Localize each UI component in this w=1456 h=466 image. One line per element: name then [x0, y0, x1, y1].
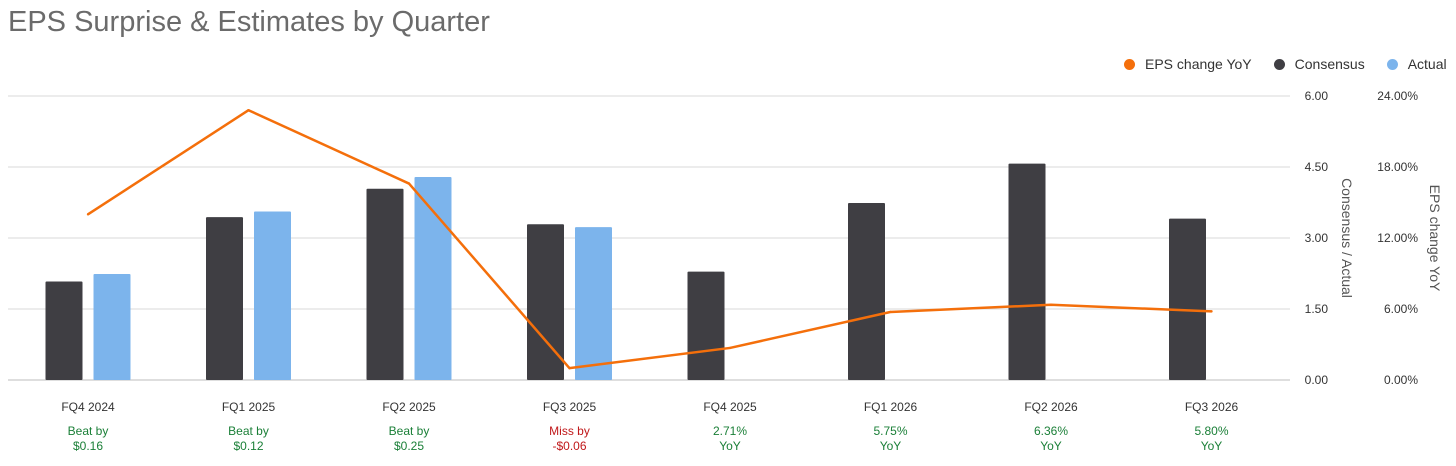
surprise-note-line1: 5.75%	[873, 424, 907, 438]
y-left-tick-label: 6.00	[1305, 89, 1329, 103]
actual-bar[interactable]	[414, 176, 452, 380]
consensus-bar[interactable]	[527, 224, 564, 380]
surprise-note-line2: YoY	[1040, 439, 1062, 453]
surprise-note-line1: Miss by	[549, 424, 590, 438]
surprise-note-line1: Beat by	[389, 424, 430, 438]
surprise-note-line1: 2.71%	[713, 424, 747, 438]
y-left-tick-label: 4.50	[1305, 160, 1329, 174]
chart-title: EPS Surprise & Estimates by Quarter	[8, 6, 490, 38]
legend-label-actual: Actual	[1407, 56, 1447, 72]
x-tick-label: FQ4 2024	[61, 400, 115, 414]
consensus-bar[interactable]	[366, 188, 404, 380]
y-left-tick-label: 0.00	[1305, 373, 1329, 387]
eps-change-point[interactable]	[1210, 310, 1213, 313]
surprise-note-line2: YoY	[719, 439, 741, 453]
legend-label-consensus: Consensus	[1294, 56, 1365, 72]
eps-change-line[interactable]	[87, 108, 1212, 370]
actual-bar[interactable]	[254, 211, 291, 380]
x-tick-label: FQ4 2025	[703, 400, 757, 414]
legend-marker-eps-change	[1124, 58, 1135, 70]
y-right-tick-label: 0.00%	[1384, 373, 1418, 387]
surprise-note-line1: 5.80%	[1194, 424, 1228, 438]
y-right-tick-label: 6.00%	[1384, 302, 1418, 316]
legend-marker-actual	[1386, 58, 1398, 70]
legend-label-eps-change: EPS change YoY	[1145, 56, 1252, 72]
eps-change-point[interactable]	[86, 213, 90, 216]
x-tick-label: FQ1 2026	[864, 400, 918, 414]
actual-bar[interactable]	[575, 227, 612, 380]
consensus-bar[interactable]	[1169, 218, 1206, 380]
surprise-note-line2: YoY	[1201, 439, 1223, 453]
surprise-note-line2: YoY	[880, 439, 902, 453]
y-left-axis-title: Consensus / Actual	[1339, 178, 1355, 298]
y-right-axis-title: EPS change YoY	[1427, 185, 1443, 292]
x-tick-label: FQ2 2026	[1024, 400, 1078, 414]
eps-change-point[interactable]	[247, 109, 250, 112]
eps-change-point[interactable]	[889, 310, 892, 314]
x-tick-label: FQ3 2025	[543, 400, 597, 414]
consensus-bar[interactable]	[687, 271, 725, 380]
eps-change-point[interactable]	[1049, 303, 1053, 306]
consensus-bar[interactable]	[45, 281, 83, 380]
eps-change-point[interactable]	[407, 182, 411, 185]
eps-change-point[interactable]	[728, 346, 732, 350]
x-tick-label: FQ1 2025	[222, 400, 276, 414]
surprise-note-line1: Beat by	[228, 424, 269, 438]
surprise-note-line2: $0.12	[233, 439, 263, 453]
x-tick-label: FQ3 2026	[1185, 400, 1239, 414]
y-left-tick-label: 1.50	[1305, 302, 1329, 316]
consensus-bar[interactable]	[848, 202, 885, 380]
x-tick-label: FQ2 2025	[382, 400, 436, 414]
y-left-tick-label: 3.00	[1305, 231, 1329, 245]
surprise-note-line2: -$0.06	[552, 439, 586, 453]
actual-bar[interactable]	[93, 273, 131, 380]
y-right-tick-label: 24.00%	[1377, 89, 1418, 103]
surprise-note-line1: Beat by	[68, 424, 109, 438]
surprise-note-line1: 6.36%	[1034, 424, 1068, 438]
y-right-tick-label: 18.00%	[1377, 160, 1418, 174]
eps-change-point[interactable]	[568, 366, 571, 370]
legend-item-consensus[interactable]: Consensus	[1273, 56, 1365, 72]
consensus-bar[interactable]	[1008, 163, 1046, 380]
chart-legend: EPS change YoY Consensus Actual	[1124, 54, 1447, 74]
surprise-note-line2: $0.25	[394, 439, 424, 453]
y-right-tick-label: 12.00%	[1377, 231, 1418, 245]
legend-marker-consensus	[1273, 58, 1285, 70]
consensus-bar[interactable]	[206, 217, 243, 380]
legend-item-eps-change[interactable]: EPS change YoY	[1124, 56, 1252, 72]
surprise-note-line2: $0.16	[73, 439, 103, 453]
legend-item-actual[interactable]: Actual	[1386, 56, 1447, 72]
